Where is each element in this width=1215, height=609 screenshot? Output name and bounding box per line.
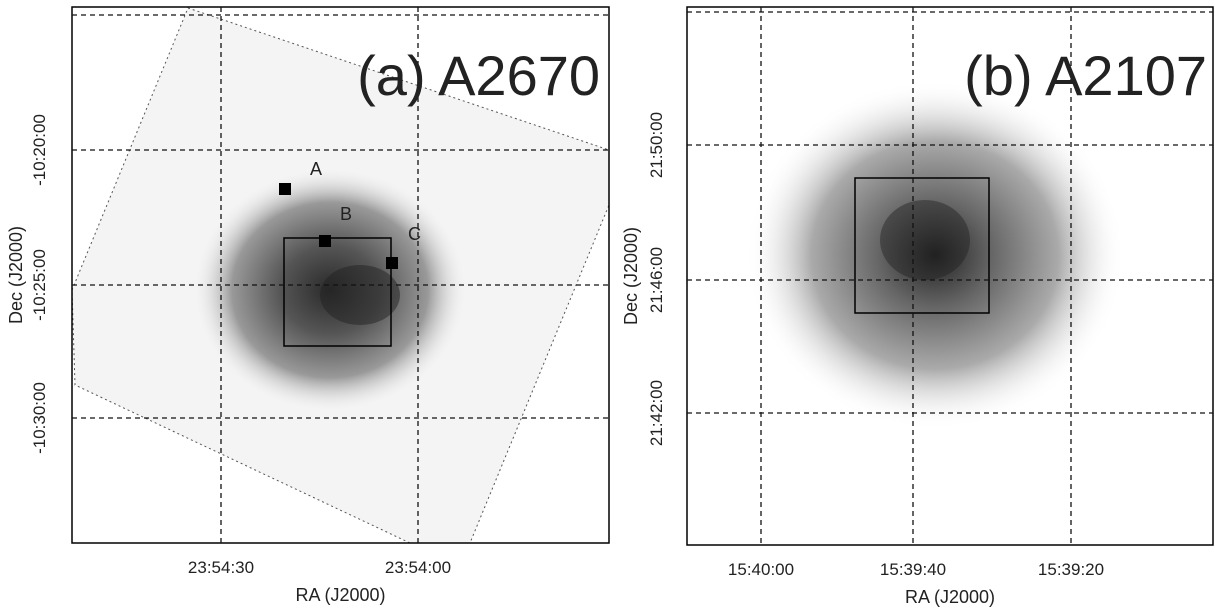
x-tick-label: 15:39:40 — [880, 560, 946, 579]
marker-label: A — [310, 159, 322, 179]
frame-a — [71, 6, 610, 544]
x-tick-label: 15:39:20 — [1038, 560, 1104, 579]
y-axis-title: Dec (J2000) — [621, 227, 641, 325]
y-tick-label: -10:20:00 — [30, 114, 49, 186]
image-a — [72, 7, 609, 543]
frame-b — [686, 6, 1214, 546]
image-b — [745, 80, 1125, 430]
x-tick-label: 23:54:00 — [385, 558, 451, 577]
y-axis-title: Dec (J2000) — [6, 226, 26, 324]
y-tick-label: -10:30:00 — [30, 382, 49, 454]
x-tick-label: 15:40:00 — [728, 560, 794, 579]
x-axis-title: RA (J2000) — [295, 585, 385, 605]
y-tick-label: 21:42:00 — [647, 380, 666, 446]
marker — [279, 183, 291, 195]
y-tick-label: 21:50:00 — [647, 112, 666, 178]
marker-label: B — [340, 204, 352, 224]
region-box — [283, 237, 392, 347]
marker — [319, 235, 331, 247]
region-box — [854, 177, 990, 314]
y-tick-label: 21:46:00 — [647, 247, 666, 313]
x-axis-title: RA (J2000) — [905, 587, 995, 607]
marker — [386, 257, 398, 269]
marker-label: C — [408, 224, 421, 244]
panel-label: (a) A2670 — [357, 44, 600, 107]
y-tick-label: -10:25:00 — [30, 249, 49, 321]
x-tick-label: 23:54:30 — [188, 558, 254, 577]
panel-label: (b) A2107 — [964, 44, 1207, 107]
